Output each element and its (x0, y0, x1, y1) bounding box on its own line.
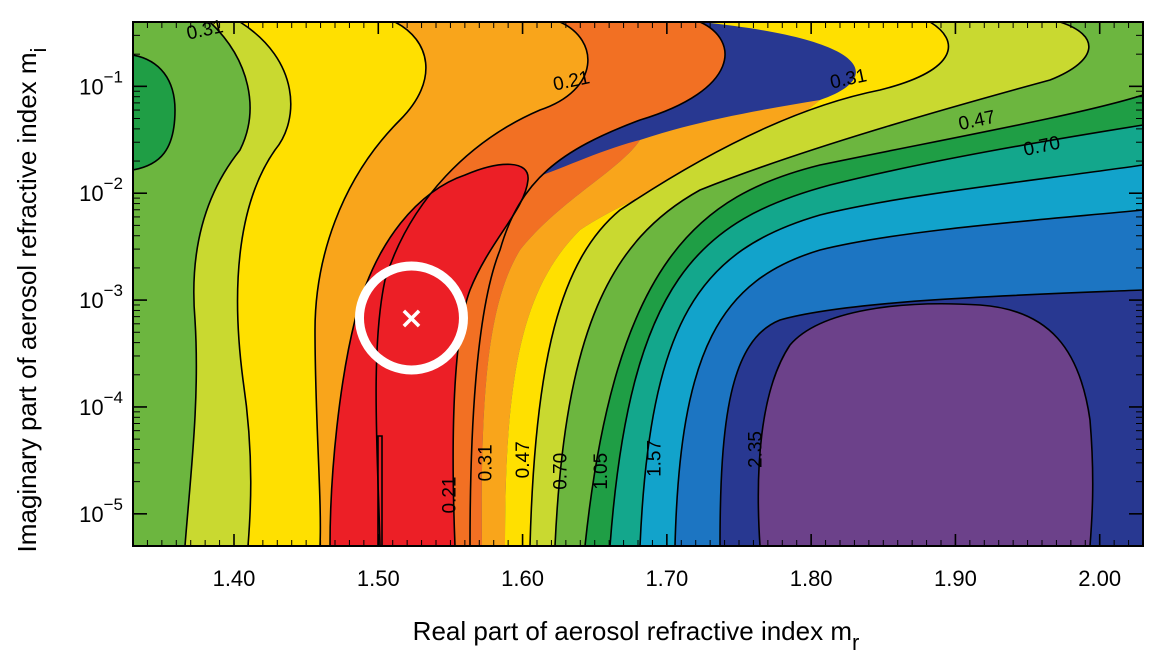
x-tick-label: 1.60 (501, 566, 544, 591)
band-yellow-right (505, 22, 949, 546)
contour-line (554, 22, 1090, 546)
contour-line (236, 22, 292, 546)
band-green-right (555, 22, 1143, 546)
contour-label: 2.35 (745, 431, 766, 468)
band-darkgreen-corner (133, 55, 175, 170)
band-orange-light (315, 22, 588, 546)
contour-line (375, 22, 589, 546)
contour-line (529, 22, 950, 546)
contour-label: 1.57 (644, 440, 665, 477)
x-tick-label: 1.40 (213, 566, 256, 591)
x-tick-label: 1.70 (645, 566, 688, 591)
y-tick-base: 10 (79, 288, 103, 313)
y-axis-title-text: Imaginary part of aerosol refractive ind… (12, 52, 42, 552)
contour-label: 0.70 (551, 453, 572, 490)
y-tick-label: 10−4 (79, 388, 123, 420)
band-red-core (330, 164, 529, 546)
highlight-marker: × (354, 261, 468, 375)
band-lime-right (530, 22, 1089, 546)
y-tick-base: 10 (79, 502, 103, 527)
y-tick-base: 10 (79, 181, 103, 206)
y-tick-exponent: −1 (104, 67, 123, 86)
contour-bands (133, 22, 1143, 546)
contour-line (639, 164, 1143, 546)
y-tick-label: 10−5 (79, 495, 123, 527)
contour-line (133, 54, 176, 171)
contour-line (719, 289, 1143, 546)
band-cyan (640, 165, 1143, 546)
y-tick-base: 10 (79, 74, 103, 99)
y-axis-title: Imaginary part of aerosol refractive ind… (12, 48, 51, 553)
x-tick-label: 2.00 (1078, 566, 1121, 591)
contour-label: 1.05 (591, 453, 612, 490)
x-tick-label: 1.80 (790, 566, 833, 591)
contour-line (377, 435, 383, 546)
band-orange-light-right (481, 100, 820, 546)
y-axis: 10−510−410−310−210−1 (79, 21, 1143, 527)
x-axis-title: Real part of aerosol refractive index mr (413, 616, 860, 655)
y-tick-label: 10−1 (79, 67, 123, 99)
x-tick-label: 1.90 (934, 566, 977, 591)
contour-line (757, 303, 1094, 546)
x-axis: 1.40 1.50 1.60 1.70 1.80 1.90 2.00 (146, 22, 1144, 591)
y-tick-label: 10−3 (79, 281, 123, 313)
y-tick-exponent: −2 (104, 174, 123, 193)
contour-label: 0.47 (513, 441, 534, 478)
band-teal (610, 125, 1143, 546)
marker-x: × (399, 301, 424, 336)
contour-label: 0.31 (476, 444, 497, 481)
band-blue (675, 210, 1143, 546)
x-tick-label: 1.50 (357, 566, 400, 591)
y-tick-exponent: −3 (104, 281, 123, 300)
contour-line (609, 124, 1143, 546)
band-purple (758, 303, 1093, 546)
y-tick-label: 10−2 (79, 174, 123, 206)
contour-line (184, 22, 251, 546)
contour-line (314, 22, 427, 546)
contour-lines (133, 22, 1143, 546)
y-tick-base: 10 (79, 395, 103, 420)
contour-line (469, 22, 726, 546)
band-orange-right-of-core (453, 140, 640, 546)
y-tick-exponent: −5 (104, 495, 123, 514)
contour-line (584, 94, 1143, 546)
contour-line (674, 209, 1143, 546)
y-tick-exponent: −4 (104, 388, 123, 407)
highlight-circle (354, 261, 468, 375)
band-darkgreen-right (585, 95, 1143, 546)
x-axis-title-subscript: r (852, 630, 859, 655)
band-yellow (237, 22, 426, 546)
x-axis-title-text: Real part of aerosol refractive index m (413, 616, 852, 646)
y-axis-title-subscript: i (26, 48, 51, 53)
contour-label: 0.21 (439, 477, 460, 514)
